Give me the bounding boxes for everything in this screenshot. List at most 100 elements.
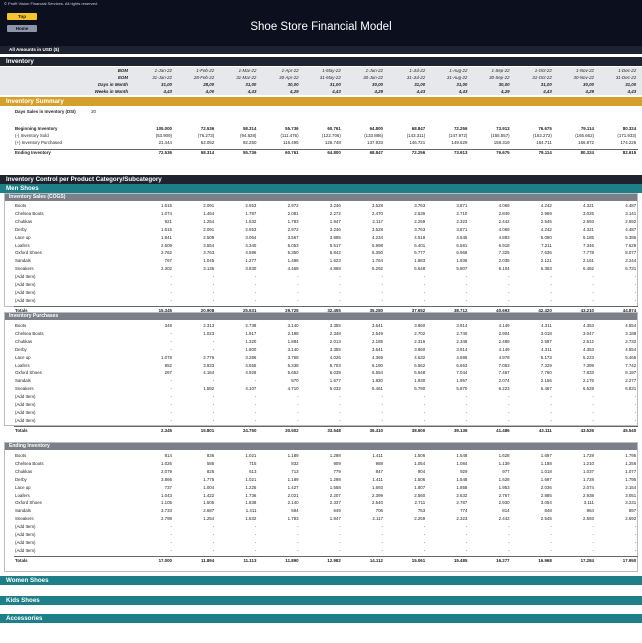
value-cell: 3.860 — [414, 323, 426, 328]
value-cell: 1.506 — [414, 476, 426, 482]
value-cell: 2.399 — [372, 492, 383, 498]
value-cell: - — [254, 539, 257, 545]
value-cell: 1-Aug-22 — [449, 68, 468, 73]
value-cell: 15.345 — [158, 307, 172, 313]
row-label: Sneakers — [15, 266, 34, 272]
value-cell: - — [339, 547, 341, 553]
value-cell: 149.629 — [451, 140, 468, 145]
top-button[interactable]: Top — [7, 13, 37, 20]
value-cell: 3.641 — [372, 346, 383, 352]
row-label: (Add Item) — [15, 402, 36, 407]
value-cell: - — [381, 297, 383, 303]
value-cell: 4.883 — [498, 234, 510, 240]
purchases-row: Loafers 852 3.933 4.655 5.338 5.703 6.190 6.562… — [0, 362, 642, 369]
value-cell: 31,00 — [161, 82, 172, 87]
value-cell: - — [465, 524, 468, 530]
value-cell: 1.800 — [245, 346, 257, 352]
value-cell: 1-Mar-22 — [238, 68, 257, 73]
value-cell: 814 — [164, 453, 172, 458]
value-cell: 3.018 — [540, 330, 552, 336]
value-cell: 594 — [291, 508, 299, 514]
value-cell: 4.487 — [625, 203, 637, 208]
value-cell: 897 — [628, 508, 637, 514]
value-cell: - — [212, 282, 215, 287]
value-cell: 43.210 — [580, 307, 594, 313]
value-cell: 28,00 — [203, 82, 215, 87]
eom-label: EOM — [117, 75, 128, 80]
women-shoes-title[interactable]: Women Shoes — [0, 576, 642, 585]
row-label: Boots — [15, 453, 27, 458]
value-cell: 1.532 — [245, 516, 257, 522]
row-label: Loafers — [15, 492, 30, 498]
value-cell: 3.933 — [203, 362, 215, 368]
value-cell: - — [170, 282, 172, 287]
value-cell: 6.104 — [498, 266, 510, 272]
summary-row: (+) Inventory Purchased 21.444 62.052 92.25… — [0, 139, 642, 146]
home-button[interactable]: Home — [7, 25, 37, 32]
value-cell: 44.874 — [622, 307, 637, 313]
value-cell: 1.807 — [414, 484, 426, 490]
weeks-row: Weeks in Month 4,43 4,00 4,43 4,29 4,43 4,29 4… — [0, 88, 642, 95]
value-cell: 852 — [164, 362, 172, 368]
value-cell: - — [254, 297, 257, 303]
value-cell: 6.831 — [625, 386, 637, 392]
value-cell: - — [381, 289, 383, 295]
value-cell: 38.712 — [453, 307, 468, 313]
kids-shoes-title[interactable]: Kids Shoes — [0, 596, 642, 605]
value-cell: 2.161 — [583, 258, 594, 264]
value-cell: 1.486 — [287, 258, 299, 264]
value-cell: - — [423, 547, 426, 553]
value-cell: 60.761 — [327, 126, 341, 131]
value-cell: - — [592, 532, 594, 537]
value-cell: 14.112 — [369, 557, 383, 563]
dsi-value[interactable]: 20 — [91, 109, 96, 114]
value-cell: 73.913 — [496, 126, 510, 131]
days-row: Days in Month 31,00 28,00 31,00 30,00 31,00 3… — [0, 81, 642, 88]
value-cell: 5.461 — [372, 386, 383, 392]
value-cell: 43.111 — [538, 427, 552, 433]
value-cell: 68.847 — [411, 126, 426, 131]
value-cell: 5.652 — [287, 370, 299, 376]
row-label: (Add Item) — [15, 547, 36, 553]
value-cell: - — [550, 524, 552, 530]
value-cell: 2.154 — [625, 484, 637, 490]
value-cell: 6.581 — [456, 242, 468, 248]
value-cell: 1.506 — [414, 453, 426, 458]
sales-row: Loafers 2.609 3.554 4.340 5.053 5.517 5.998 6.4… — [0, 242, 642, 249]
accessories-title[interactable]: Accessories — [0, 614, 642, 623]
value-cell: 1.411 — [245, 508, 257, 514]
value-cell: 1.947 — [329, 218, 341, 224]
value-cell: 92.250 — [242, 140, 257, 145]
value-cell: 3.914 — [456, 323, 468, 328]
value-cell: 2.593 — [583, 516, 594, 522]
value-cell: - — [465, 274, 468, 280]
total-separator — [14, 556, 638, 558]
value-cell: 1.037 — [583, 468, 594, 474]
value-cell: 30,00 — [498, 82, 510, 87]
value-cell: 1.021 — [245, 453, 257, 458]
value-cell: 1.018 — [540, 468, 552, 474]
value-cell: 2.930 — [498, 500, 510, 506]
value-cell: 1.697 — [540, 476, 552, 482]
sales-row: Sandals 767 1.045 1.277 1.486 1.623 1.764 1.883… — [0, 257, 642, 264]
value-cell: 3.641 — [372, 323, 383, 328]
value-cell: 4.069 — [498, 203, 510, 208]
days-label: Days in Month — [97, 82, 128, 87]
value-cell: - — [212, 338, 215, 344]
value-cell: 847 — [375, 468, 383, 474]
value-cell: 31-May-22 — [319, 75, 341, 80]
value-cell: 4.321 — [583, 226, 594, 232]
value-cell: 31-Jan-22 — [152, 75, 172, 80]
row-label: Chukkas — [15, 468, 33, 474]
value-cell: 3.895 — [329, 234, 341, 240]
value-cell: 32.455 — [327, 307, 341, 313]
value-cell: 836 — [206, 453, 215, 458]
value-cell: 2.738 — [245, 323, 257, 328]
value-cell: 2.938 — [583, 492, 594, 498]
value-cell: 825 — [206, 468, 215, 474]
value-cell: 753 — [417, 508, 426, 514]
value-cell: 4,43 — [247, 89, 257, 94]
value-cell: - — [254, 274, 257, 280]
value-cell: 585 — [206, 460, 215, 466]
purchases-row: (Add Item) - - - - - - - - - - - - — [0, 401, 642, 408]
